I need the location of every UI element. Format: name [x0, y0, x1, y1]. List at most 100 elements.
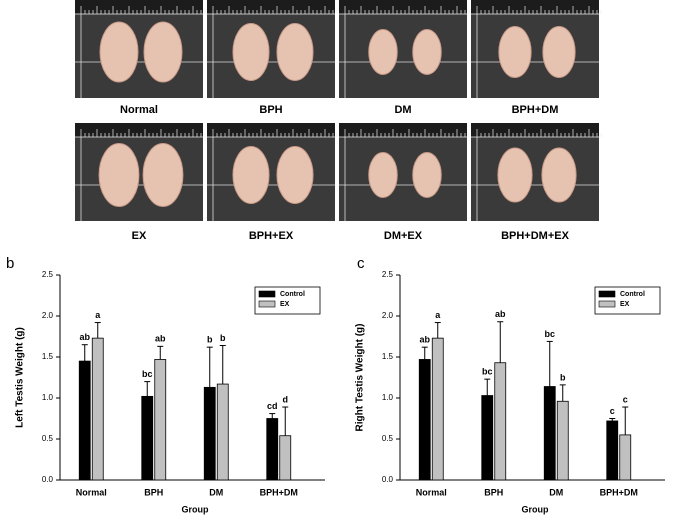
bar	[279, 435, 292, 481]
y-tick-label: 0.5	[382, 434, 394, 443]
y-tick-label: 2.0	[382, 311, 394, 320]
legend-label: Control	[620, 291, 645, 298]
y-tick-label: 1.0	[382, 393, 394, 402]
ruler	[207, 0, 335, 14]
testis	[412, 152, 442, 198]
y-axis-label: Left Testis Weight (g)	[15, 327, 26, 428]
ruler	[75, 123, 203, 137]
photo	[471, 0, 599, 98]
photo	[339, 123, 467, 221]
y-tick-label: 1.0	[42, 393, 54, 402]
bar	[606, 420, 619, 481]
significance-label: cd	[267, 401, 278, 411]
bar	[481, 395, 494, 481]
testis	[368, 29, 398, 75]
bar	[494, 362, 507, 481]
photo	[207, 123, 335, 221]
bar	[556, 400, 569, 481]
significance-label: ab	[155, 334, 166, 344]
testis	[497, 147, 533, 203]
x-tick-label: BPH+DM	[260, 487, 298, 497]
photo	[75, 0, 203, 98]
testis	[98, 143, 140, 207]
significance-label: b	[207, 335, 213, 345]
testis	[232, 23, 270, 81]
bar	[91, 337, 104, 481]
ruler	[471, 123, 599, 137]
photo-caption: BPH+DM+EX	[501, 230, 570, 242]
bar	[418, 359, 431, 481]
photo-caption: Normal	[120, 104, 158, 116]
testis	[99, 21, 139, 83]
ruler	[339, 123, 467, 137]
legend-label: Control	[280, 291, 305, 298]
y-tick-label: 0.0	[382, 475, 394, 484]
testis	[412, 29, 442, 75]
significance-label: bc	[142, 369, 153, 379]
significance-label: d	[283, 394, 289, 404]
y-tick-label: 2.0	[42, 311, 54, 320]
x-tick-label: Normal	[76, 487, 107, 497]
significance-label: b	[560, 372, 566, 382]
photo	[339, 0, 467, 98]
bar	[78, 360, 91, 481]
y-tick-label: 2.5	[42, 270, 54, 279]
x-axis-label: Group	[522, 504, 549, 514]
photo-caption: DM	[394, 104, 411, 116]
photo-caption: DM+EX	[384, 230, 423, 242]
bar	[216, 383, 229, 481]
bar	[141, 395, 154, 481]
y-tick-label: 2.5	[382, 270, 394, 279]
significance-label: c	[623, 394, 628, 404]
legend-swatch	[598, 290, 616, 298]
x-tick-label: DM	[549, 487, 563, 497]
x-axis-label: Group	[182, 504, 209, 514]
x-tick-label: BPH	[144, 487, 163, 497]
legend-swatch	[258, 300, 276, 308]
ruler	[339, 0, 467, 14]
testis	[542, 26, 576, 78]
photo	[471, 123, 599, 221]
photo-caption: BPH+EX	[249, 230, 294, 242]
testis	[541, 147, 577, 203]
significance-label: ab	[495, 309, 506, 319]
bar	[154, 359, 167, 481]
significance-label: c	[610, 406, 615, 416]
photo	[207, 0, 335, 98]
significance-label: a	[435, 310, 441, 320]
bar	[543, 386, 556, 481]
testis	[232, 146, 270, 204]
y-tick-label: 0.5	[42, 434, 54, 443]
testis	[276, 23, 314, 81]
testis	[142, 143, 184, 207]
testis	[498, 26, 532, 78]
legend-label: EX	[280, 301, 290, 308]
y-axis-label: Right Testis Weight (g)	[355, 324, 366, 432]
testis	[368, 152, 398, 198]
panel-label: b	[6, 255, 14, 272]
y-tick-label: 1.5	[42, 352, 54, 361]
x-tick-label: BPH	[484, 487, 503, 497]
significance-label: ab	[79, 332, 90, 342]
testis	[143, 21, 183, 83]
significance-label: ab	[419, 335, 430, 345]
testis	[276, 146, 314, 204]
photo-caption: EX	[132, 230, 147, 242]
ruler	[471, 0, 599, 14]
photo-caption: BPH	[259, 104, 282, 116]
ruler	[75, 0, 203, 14]
bar	[266, 418, 279, 481]
significance-label: bc	[544, 329, 555, 339]
y-tick-label: 0.0	[42, 475, 54, 484]
significance-label: b	[220, 333, 226, 343]
x-tick-label: Normal	[416, 487, 447, 497]
bar	[619, 434, 632, 481]
photo-caption: BPH+DM	[512, 104, 559, 116]
legend-label: EX	[620, 301, 630, 308]
legend-swatch	[258, 290, 276, 298]
y-tick-label: 1.5	[382, 352, 394, 361]
ruler	[207, 123, 335, 137]
significance-label: bc	[482, 367, 493, 377]
